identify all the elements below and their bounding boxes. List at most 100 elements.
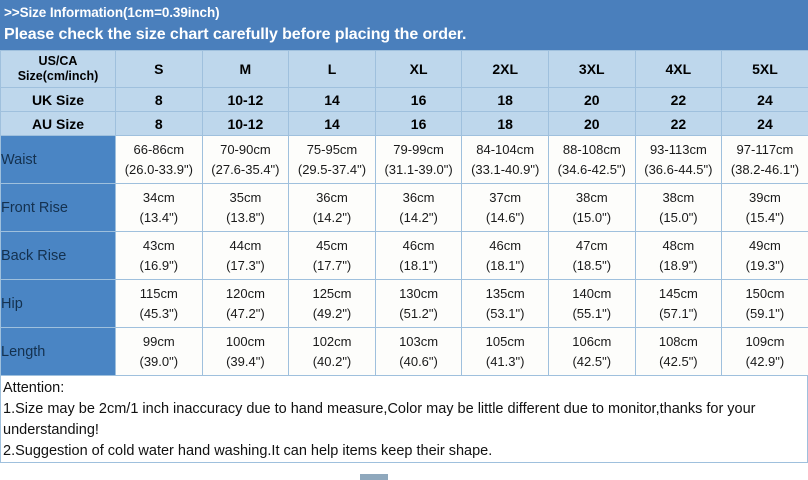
cell-au: 20 [547,111,636,136]
table-row: Waist 66-86cm (26.0-33.9") 70-90cm (27.6-35.… [0,135,808,184]
cell-front-rise: 38cm (15.0") [547,183,636,232]
size-information-title: >>Size Information(1cm=0.39inch) [4,5,220,20]
cell-length: 99cm (39.0") [115,327,203,376]
value-inch: (59.1") [745,305,785,321]
value-inch: (18.5") [572,257,612,273]
size-header-s: S [115,50,203,88]
value-inch: (14.6") [485,209,525,225]
bottom-edge-artifact [360,474,388,480]
cell-front-rise: 38cm (15.0") [634,183,723,232]
value-cm: 48cm [662,237,695,253]
cell-hip: 150cm (59.1") [721,279,808,328]
value-cm: 120cm [225,285,265,301]
cell-waist: 88-108cm (34.6-42.5") [547,135,636,184]
row-label-waist: Waist [0,135,116,184]
value-cm: 103cm [399,333,439,349]
value-inch: (14.2") [399,209,438,225]
cell-hip: 120cm (47.2") [201,279,290,328]
value-cm: 35cm [229,189,262,205]
value-inch: (29.5-37.4") [297,161,367,177]
value-inch: (57.1") [659,305,698,321]
corner-header-cell: US/CA Size(cm/inch) [0,50,116,88]
table-row: Hip 115cm (45.3") 120cm (47.2") 125cm (49.2") 1… [0,279,808,328]
cell-length: 103cm (40.6") [374,327,463,376]
value-inch: (41.3") [485,353,525,369]
value-inch: (47.2") [226,305,265,321]
value-inch: (18.1") [399,257,438,273]
table-header-row: US/CA Size(cm/inch) S M L XL 2XL 3XL 4XL 5XL [0,50,808,88]
cell-back-rise: 46cm (18.1") [461,231,549,280]
value-cm: 99cm [142,333,175,349]
size-chart-table: US/CA Size(cm/inch) S M L XL 2XL 3XL 4XL 5XL UK Si… [0,50,808,376]
value-inch: (42.5") [659,353,698,369]
value-inch: (36.6-44.5") [644,161,713,177]
value-cm: 125cm [312,285,352,301]
cell-uk: 18 [461,87,549,112]
cell-waist: 70-90cm (27.6-35.4") [201,135,290,184]
value-inch: (18.1") [485,257,525,273]
value-cm: 145cm [658,285,698,301]
size-header-3xl: 3XL [547,50,636,88]
value-inch: (49.2") [312,305,352,321]
cell-waist: 66-86cm (26.0-33.9") [115,135,203,184]
table-row: Back Rise 43cm (16.9") 44cm (17.3") 45cm (17.7… [0,231,808,280]
value-cm: 115cm [139,285,178,301]
value-cm: 36cm [316,189,348,205]
attention-heading: Attention: [3,380,65,396]
value-inch: (15.0") [659,209,698,225]
value-inch: (42.5") [572,353,612,369]
cell-waist: 84-104cm (33.1-40.9") [461,135,549,184]
cell-uk: 10-12 [201,87,290,112]
value-inch: (17.3") [226,257,265,273]
row-label-front-rise: Front Rise [0,183,116,232]
value-inch: (53.1") [485,305,525,321]
value-inch: (38.2-46.1") [730,161,800,177]
table-row: Front Rise 34cm (13.4") 35cm (13.8") 36cm (14.… [0,183,808,232]
value-cm: 37cm [489,189,522,205]
cell-back-rise: 48cm (18.9") [634,231,723,280]
cell-back-rise: 47cm (18.5") [547,231,636,280]
cell-hip: 135cm (53.1") [461,279,549,328]
value-cm: 39cm [749,189,781,205]
value-inch: (51.2") [399,305,438,321]
cell-uk: 16 [374,87,463,112]
value-inch: (40.6") [399,353,438,369]
info-banner: >>Size Information(1cm=0.39inch) Please … [0,0,808,50]
cell-au: 18 [461,111,549,136]
value-inch: (15.4") [745,209,785,225]
size-header-l: L [288,50,376,88]
value-cm: 43cm [142,237,175,253]
cell-hip: 145cm (57.1") [634,279,723,328]
cell-length: 102cm (40.2") [288,327,376,376]
cell-back-rise: 45cm (17.7") [288,231,376,280]
value-cm: 45cm [316,237,348,253]
cell-length: 100cm (39.4") [201,327,290,376]
size-header-5xl: 5XL [721,50,808,88]
value-cm: 75-95cm [306,141,358,157]
value-inch: (45.3") [139,305,179,321]
cell-uk: 24 [721,87,808,112]
cell-au: 8 [115,111,203,136]
table-row: UK Size 8 10-12 14 16 18 20 22 24 [0,87,808,112]
value-cm: 66-86cm [133,141,185,157]
attention-note-1: 1.Size may be 2cm/1 inch inaccuracy due … [3,401,756,438]
cell-uk: 8 [115,87,203,112]
value-cm: 109cm [745,333,785,349]
row-label-back-rise: Back Rise [0,231,116,280]
value-cm: 79-99cm [393,141,444,157]
cell-front-rise: 34cm (13.4") [115,183,203,232]
cell-waist: 93-113cm (36.6-44.5") [634,135,723,184]
cell-hip: 130cm (51.2") [374,279,463,328]
cell-hip: 140cm (55.1") [547,279,636,328]
value-cm: 106cm [572,333,612,349]
value-cm: 102cm [312,333,352,349]
value-inch: (18.9") [659,257,698,273]
value-cm: 100cm [225,333,265,349]
cell-au: 22 [634,111,723,136]
value-inch: (16.9") [139,257,179,273]
cell-back-rise: 44cm (17.3") [201,231,290,280]
table-row: AU Size 8 10-12 14 16 18 20 22 24 [0,111,808,136]
value-cm: 93-113cm [649,141,707,157]
value-inch: (13.4") [139,209,179,225]
value-cm: 97-117cm [736,141,794,157]
